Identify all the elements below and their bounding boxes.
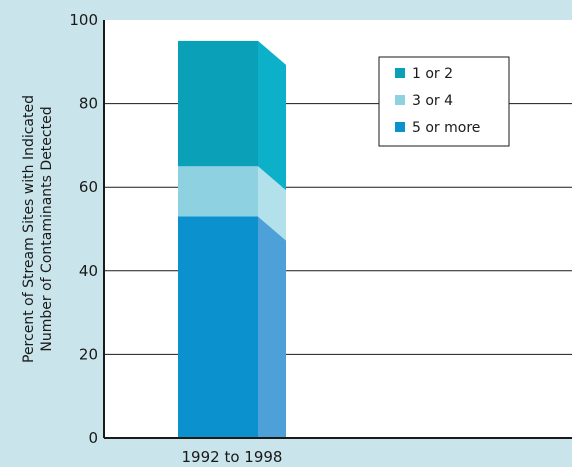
legend-swatch-3-or-4	[395, 95, 405, 105]
bar-5-or-more-front	[178, 216, 258, 438]
y-tick-label-100: 100	[69, 11, 98, 29]
y-tick-label-60: 60	[79, 178, 98, 196]
y-tick-labels: 0 20 40 60 80 100	[69, 11, 98, 447]
y-axis-title-line-2: Number of Contaminants Detected	[39, 106, 55, 351]
bar-1-or-2-side	[258, 40, 286, 191]
legend-swatch-5-or-more	[395, 122, 405, 132]
legend-label-1-or-2: 1 or 2	[412, 66, 453, 82]
legend-label-3-or-4: 3 or 4	[412, 93, 453, 109]
bar-5-or-more-side	[258, 216, 286, 438]
x-tick-label: 1992 to 1998	[182, 448, 283, 466]
bar-3-or-4-front	[178, 166, 258, 217]
bar-1-or-2-front	[178, 40, 258, 167]
x-tick-labels: 1992 to 1998	[182, 448, 283, 466]
legend-label-5-or-more: 5 or more	[412, 120, 480, 136]
legend-swatch-1-or-2	[395, 68, 405, 78]
legend: 1 or 2 3 or 4 5 or more	[378, 56, 510, 147]
axes	[103, 20, 572, 439]
bars	[178, 40, 286, 438]
y-tick-label-0: 0	[88, 429, 98, 447]
y-tick-label-80: 80	[79, 95, 98, 113]
y-axis-title-line-1: Percent of Stream Sites with Indicated	[21, 95, 37, 363]
y-tick-label-20: 20	[79, 345, 98, 363]
y-tick-label-40: 40	[79, 262, 98, 280]
bar-3-or-4-side	[258, 166, 286, 241]
y-axis-title: Percent of Stream Sites with Indicated N…	[21, 95, 55, 363]
